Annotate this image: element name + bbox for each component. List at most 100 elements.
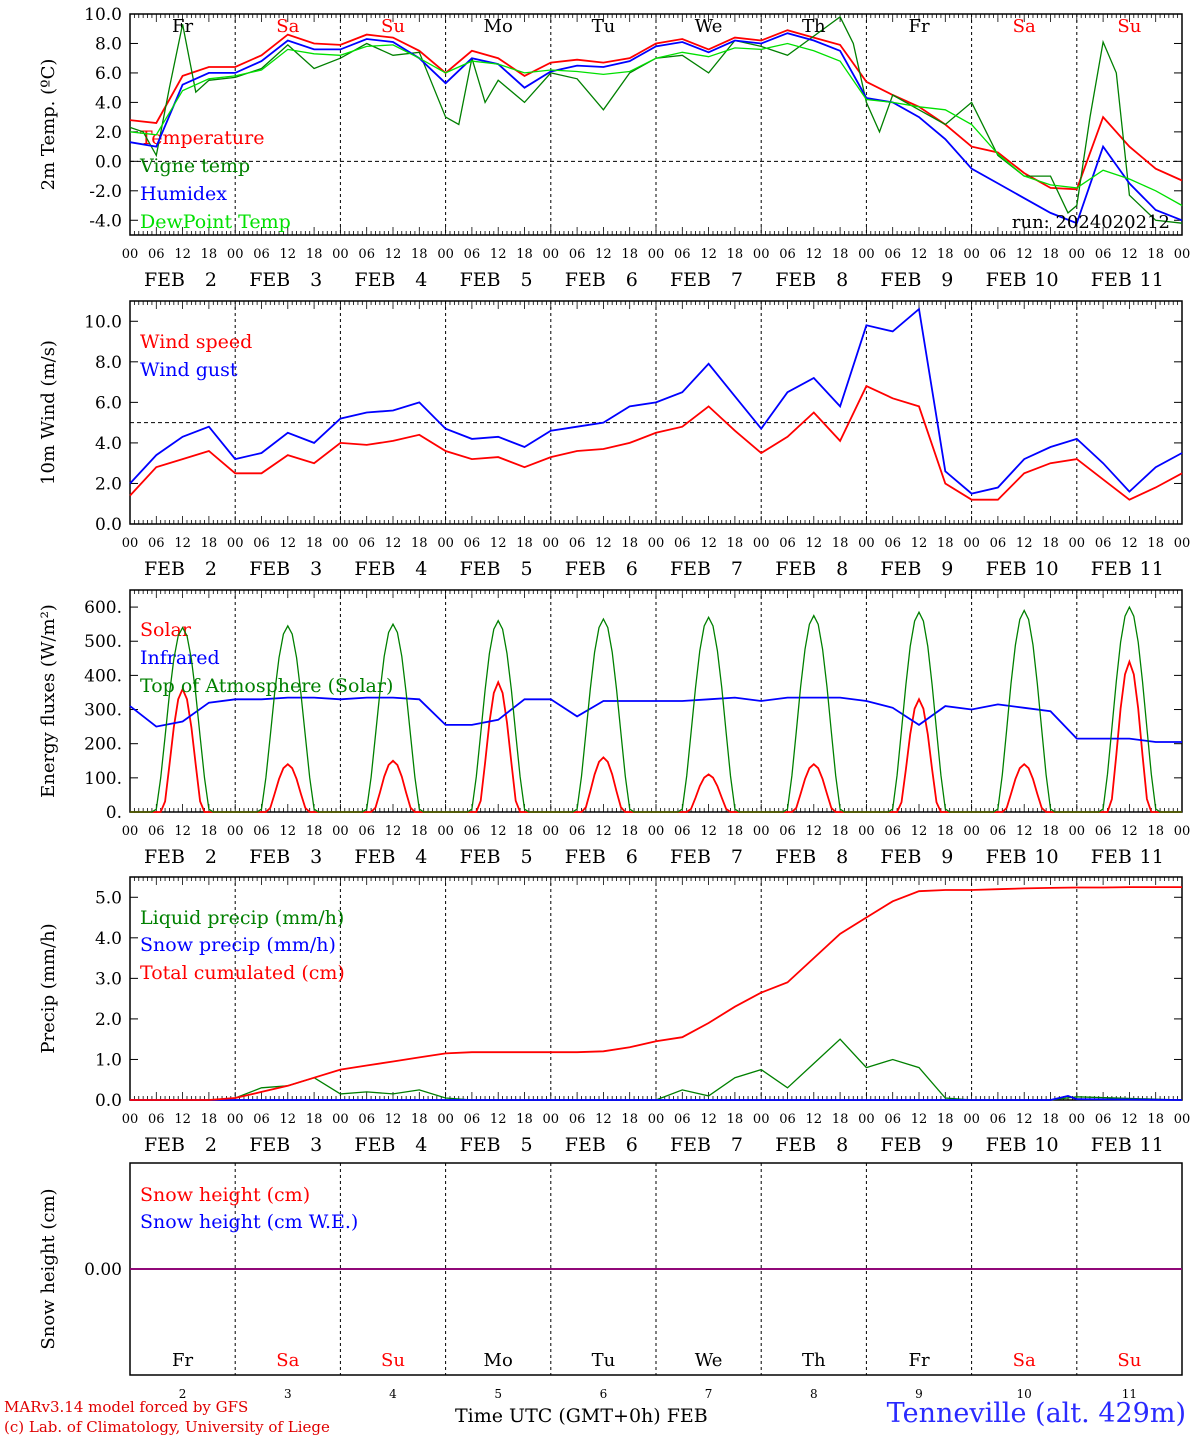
date-label-month: FEB <box>144 1134 185 1156</box>
x-tick-label: 06 <box>569 824 586 839</box>
date-label-day: 10 <box>1034 558 1058 580</box>
date-label-day: 7 <box>731 558 743 580</box>
date-number-label: 6 <box>600 1387 608 1401</box>
x-tick-label: 12 <box>1121 824 1138 839</box>
date-label-day: 4 <box>415 269 427 291</box>
credit-line-2: (c) Lab. of Climatology, University of L… <box>4 1418 330 1436</box>
x-tick-label: 00 <box>227 247 244 262</box>
x-tick-label: 00 <box>227 536 244 551</box>
date-number-label: 7 <box>705 1387 713 1401</box>
x-tick-label: 12 <box>385 824 402 839</box>
x-tick-label: 00 <box>963 824 980 839</box>
x-tick-label: 00 <box>858 536 875 551</box>
date-label-day: 8 <box>836 1134 848 1156</box>
date-label-month: FEB <box>565 846 606 868</box>
y-tick-label: 10.0 <box>84 312 122 332</box>
weekday-label: Sa <box>1013 1350 1036 1371</box>
x-tick-label: 12 <box>490 824 507 839</box>
date-number-label: 3 <box>284 1387 292 1401</box>
y-tick-label: 10.0 <box>84 5 122 25</box>
series-line-humidex <box>129 32 1183 225</box>
x-tick-label: 00 <box>1069 1112 1086 1127</box>
x-tick-label: 06 <box>358 824 375 839</box>
x-tick-label: 06 <box>779 824 796 839</box>
date-label-month: FEB <box>880 558 921 580</box>
x-tick-label: 12 <box>1121 536 1138 551</box>
weekday-label: Sa <box>276 16 299 37</box>
x-tick-label: 12 <box>700 536 717 551</box>
date-label-day: 7 <box>731 269 743 291</box>
y-tick-label: 4.0 <box>95 929 122 949</box>
x-tick-label: 18 <box>1147 536 1164 551</box>
x-tick-label: 18 <box>621 536 638 551</box>
x-tick-label: 00 <box>543 1112 560 1127</box>
x-tick-label: 06 <box>148 247 165 262</box>
x-tick-label: 00 <box>332 536 349 551</box>
x-tick-label: 00 <box>1174 824 1191 839</box>
weekday-label: Su <box>1117 1350 1141 1371</box>
x-tick-label: 06 <box>464 1112 481 1127</box>
date-label-month: FEB <box>1091 1134 1132 1156</box>
x-tick-label: 18 <box>1147 247 1164 262</box>
series-line-top-of-atmosphere-solar- <box>130 605 1182 813</box>
x-tick-label: 18 <box>201 824 218 839</box>
x-tick-label: 12 <box>385 247 402 262</box>
x-tick-label: 00 <box>1174 536 1191 551</box>
x-tick-label: 00 <box>437 1112 454 1127</box>
series-line-wind-speed <box>129 384 1183 501</box>
x-tick-label: 12 <box>700 824 717 839</box>
x-tick-label: 06 <box>253 536 270 551</box>
x-tick-label: 00 <box>122 1112 139 1127</box>
x-tick-label: 12 <box>911 1112 928 1127</box>
x-tick-label: 06 <box>990 1112 1007 1127</box>
x-tick-label: 18 <box>832 824 849 839</box>
x-tick-label: 06 <box>990 247 1007 262</box>
y-tick-label: 2.0 <box>95 474 122 494</box>
date-label-month: FEB <box>249 1134 290 1156</box>
x-tick-label: 12 <box>280 824 297 839</box>
y-tick-label: 4.0 <box>95 93 122 113</box>
x-tick-label: 18 <box>727 247 744 262</box>
x-tick-label: 18 <box>411 1112 428 1127</box>
date-label-month: FEB <box>670 269 711 291</box>
legend-entry: Temperature <box>140 127 264 149</box>
x-tick-label: 12 <box>1016 1112 1033 1127</box>
legend-entry: DewPoint Temp <box>140 211 291 233</box>
x-tick-label: 18 <box>411 536 428 551</box>
x-tick-label: 12 <box>911 536 928 551</box>
date-label-day: 11 <box>1140 1134 1164 1156</box>
run-annotation: run: 2024020212 <box>1012 212 1170 233</box>
x-tick-label: 12 <box>385 536 402 551</box>
date-label-day: 3 <box>310 846 322 868</box>
date-label-month: FEB <box>354 846 395 868</box>
x-tick-label: 18 <box>516 247 533 262</box>
x-tick-label: 18 <box>832 536 849 551</box>
weekday-label: Su <box>1117 16 1141 37</box>
y-tick-label: 0.0 <box>95 1091 122 1111</box>
y-tick-label: 8.0 <box>95 34 122 54</box>
y-axis-label: 2m Temp. (ºC) <box>38 59 59 191</box>
legend-entry: Humidex <box>140 183 227 205</box>
x-tick-label: 18 <box>1147 824 1164 839</box>
y-axis-label: Snow height (cm) <box>38 1188 59 1349</box>
x-tick-label: 00 <box>963 247 980 262</box>
x-tick-label: 12 <box>595 1112 612 1127</box>
legend-entry: Snow height (cm W.E.) <box>140 1211 358 1233</box>
weekday-label: Sa <box>276 1350 299 1371</box>
x-tick-label: 06 <box>464 247 481 262</box>
x-tick-label: 06 <box>779 247 796 262</box>
date-number-label: 11 <box>1122 1387 1137 1401</box>
x-tick-label: 06 <box>148 1112 165 1127</box>
date-number-label: 8 <box>810 1387 818 1401</box>
x-tick-label: 06 <box>990 824 1007 839</box>
date-label-month: FEB <box>986 558 1027 580</box>
x-tick-label: 00 <box>753 536 770 551</box>
date-label-day: 5 <box>521 269 533 291</box>
x-tick-label: 00 <box>543 247 560 262</box>
date-label-day: 5 <box>521 1134 533 1156</box>
weekday-label: Th <box>802 16 826 37</box>
date-label-day: 2 <box>205 269 217 291</box>
x-tick-label: 00 <box>858 1112 875 1127</box>
x-tick-label: 06 <box>358 247 375 262</box>
date-label-day: 2 <box>205 558 217 580</box>
